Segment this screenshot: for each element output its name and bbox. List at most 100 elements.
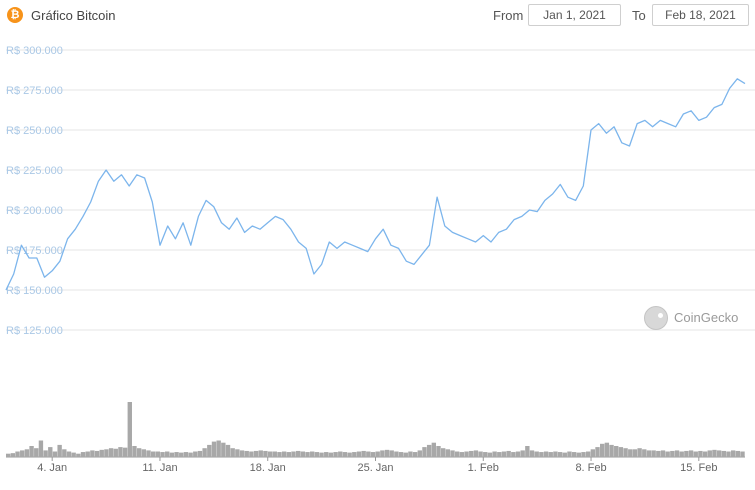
volume-bar [52, 451, 58, 457]
volume-bar [525, 446, 530, 457]
volume-bar [609, 444, 614, 457]
volume-bar [403, 452, 408, 457]
volume-bar [492, 451, 497, 457]
volume-bar [295, 450, 301, 457]
volume-bar [361, 450, 366, 457]
y-tick-label: R$ 150.000 [6, 285, 63, 297]
volume-bar [150, 451, 156, 457]
volume-bar [263, 450, 268, 457]
volume-bar [6, 453, 11, 457]
volume-bar [735, 450, 741, 457]
x-tick-label: 11. Jan [142, 462, 177, 474]
volume-bar [300, 451, 306, 457]
y-tick-label: R$ 125.000 [6, 325, 63, 337]
volume-bar [94, 450, 100, 457]
volume-bar [716, 450, 722, 457]
volume-bar [76, 453, 81, 457]
chart-title: Gráfico Bitcoin [31, 8, 116, 23]
volume-bar [637, 448, 642, 457]
y-axis: R$ 300.000 R$ 275.000 R$ 250.000 R$ 225.000… [6, 45, 63, 337]
volume-bar [366, 451, 371, 457]
volume-bar [188, 452, 193, 457]
volume-bar [712, 449, 717, 457]
volume-bar [614, 446, 619, 457]
bitcoin-logo-icon: ₿ [7, 7, 23, 23]
volume-bar [422, 447, 427, 457]
to-date-input[interactable]: Feb 18, 2021 [652, 4, 749, 26]
volume-bar [43, 450, 48, 457]
volume-bar [730, 450, 736, 457]
volume-bar [338, 451, 343, 457]
x-tick-label: 25. Jan [357, 462, 393, 474]
volume-bar [267, 451, 273, 457]
volume-bar [548, 452, 553, 457]
volume-bar [455, 451, 460, 457]
volume-bar [328, 452, 334, 457]
volume-bar [529, 450, 535, 457]
volume-bar [165, 451, 170, 457]
volume-bar [202, 448, 207, 457]
volume-bar [122, 447, 128, 457]
volume-bar [426, 444, 432, 457]
volume-bar [211, 441, 217, 457]
y-tick-label: R$ 175.000 [6, 245, 63, 257]
volume-bar [557, 452, 563, 457]
volume-bar [99, 449, 104, 457]
volume-bar [118, 447, 123, 457]
x-tick-label: 18. Jan [250, 462, 286, 474]
volume-bar [417, 450, 422, 457]
volume-bar [665, 451, 670, 457]
volume-bar [333, 452, 338, 457]
volume-bar [445, 449, 451, 457]
volume-bar [515, 451, 521, 457]
volume-bar [600, 443, 605, 457]
volume-bar [740, 451, 745, 457]
volume-bar [394, 451, 399, 457]
volume-bar [230, 448, 235, 457]
volume-bar [702, 451, 708, 457]
y-tick-label: R$ 200.000 [6, 205, 63, 217]
volume-bar [286, 452, 292, 457]
volume-bar [534, 451, 539, 457]
volume-bar [440, 448, 446, 457]
volume-bar [651, 450, 656, 457]
volume-bar [370, 452, 376, 457]
volume-bar [384, 449, 390, 457]
y-tick-label: R$ 225.000 [6, 165, 63, 177]
volume-bar [155, 451, 161, 457]
volume-bar [29, 446, 34, 457]
volume-bar [590, 449, 596, 457]
volume-bar [707, 450, 712, 457]
volume-bar [169, 452, 175, 457]
volume-bar [473, 450, 479, 457]
volume-bar [342, 452, 348, 457]
volume-bar [623, 448, 628, 457]
price-line [5, 78, 746, 291]
from-date-input[interactable]: Jan 1, 2021 [528, 4, 621, 26]
volume-bar [469, 450, 474, 457]
volume-bar [281, 451, 287, 457]
volume-bar [604, 442, 610, 457]
to-label: To [632, 8, 646, 23]
volume-bar [539, 452, 544, 457]
volume-bar [483, 452, 488, 457]
from-label: From [493, 8, 524, 23]
volume-bar [34, 448, 39, 457]
volume-bar [562, 452, 567, 457]
volume-bar [20, 450, 25, 457]
volume-bar [249, 451, 254, 457]
volume-bar [48, 447, 53, 457]
volume-bar [506, 450, 511, 457]
volume-bar [277, 452, 282, 457]
volume-bar [314, 452, 320, 457]
volume-bar [380, 450, 385, 457]
volume-bar [90, 450, 95, 457]
volume-bar [174, 452, 179, 457]
volume-bar [464, 451, 469, 457]
volume-bar [221, 442, 226, 457]
chart-header: ₿ Gráfico Bitcoin From Jan 1, 2021 To Fe… [0, 0, 755, 32]
volume-bar [389, 450, 394, 457]
volume-bar [642, 449, 647, 457]
volume-bar [656, 450, 661, 457]
